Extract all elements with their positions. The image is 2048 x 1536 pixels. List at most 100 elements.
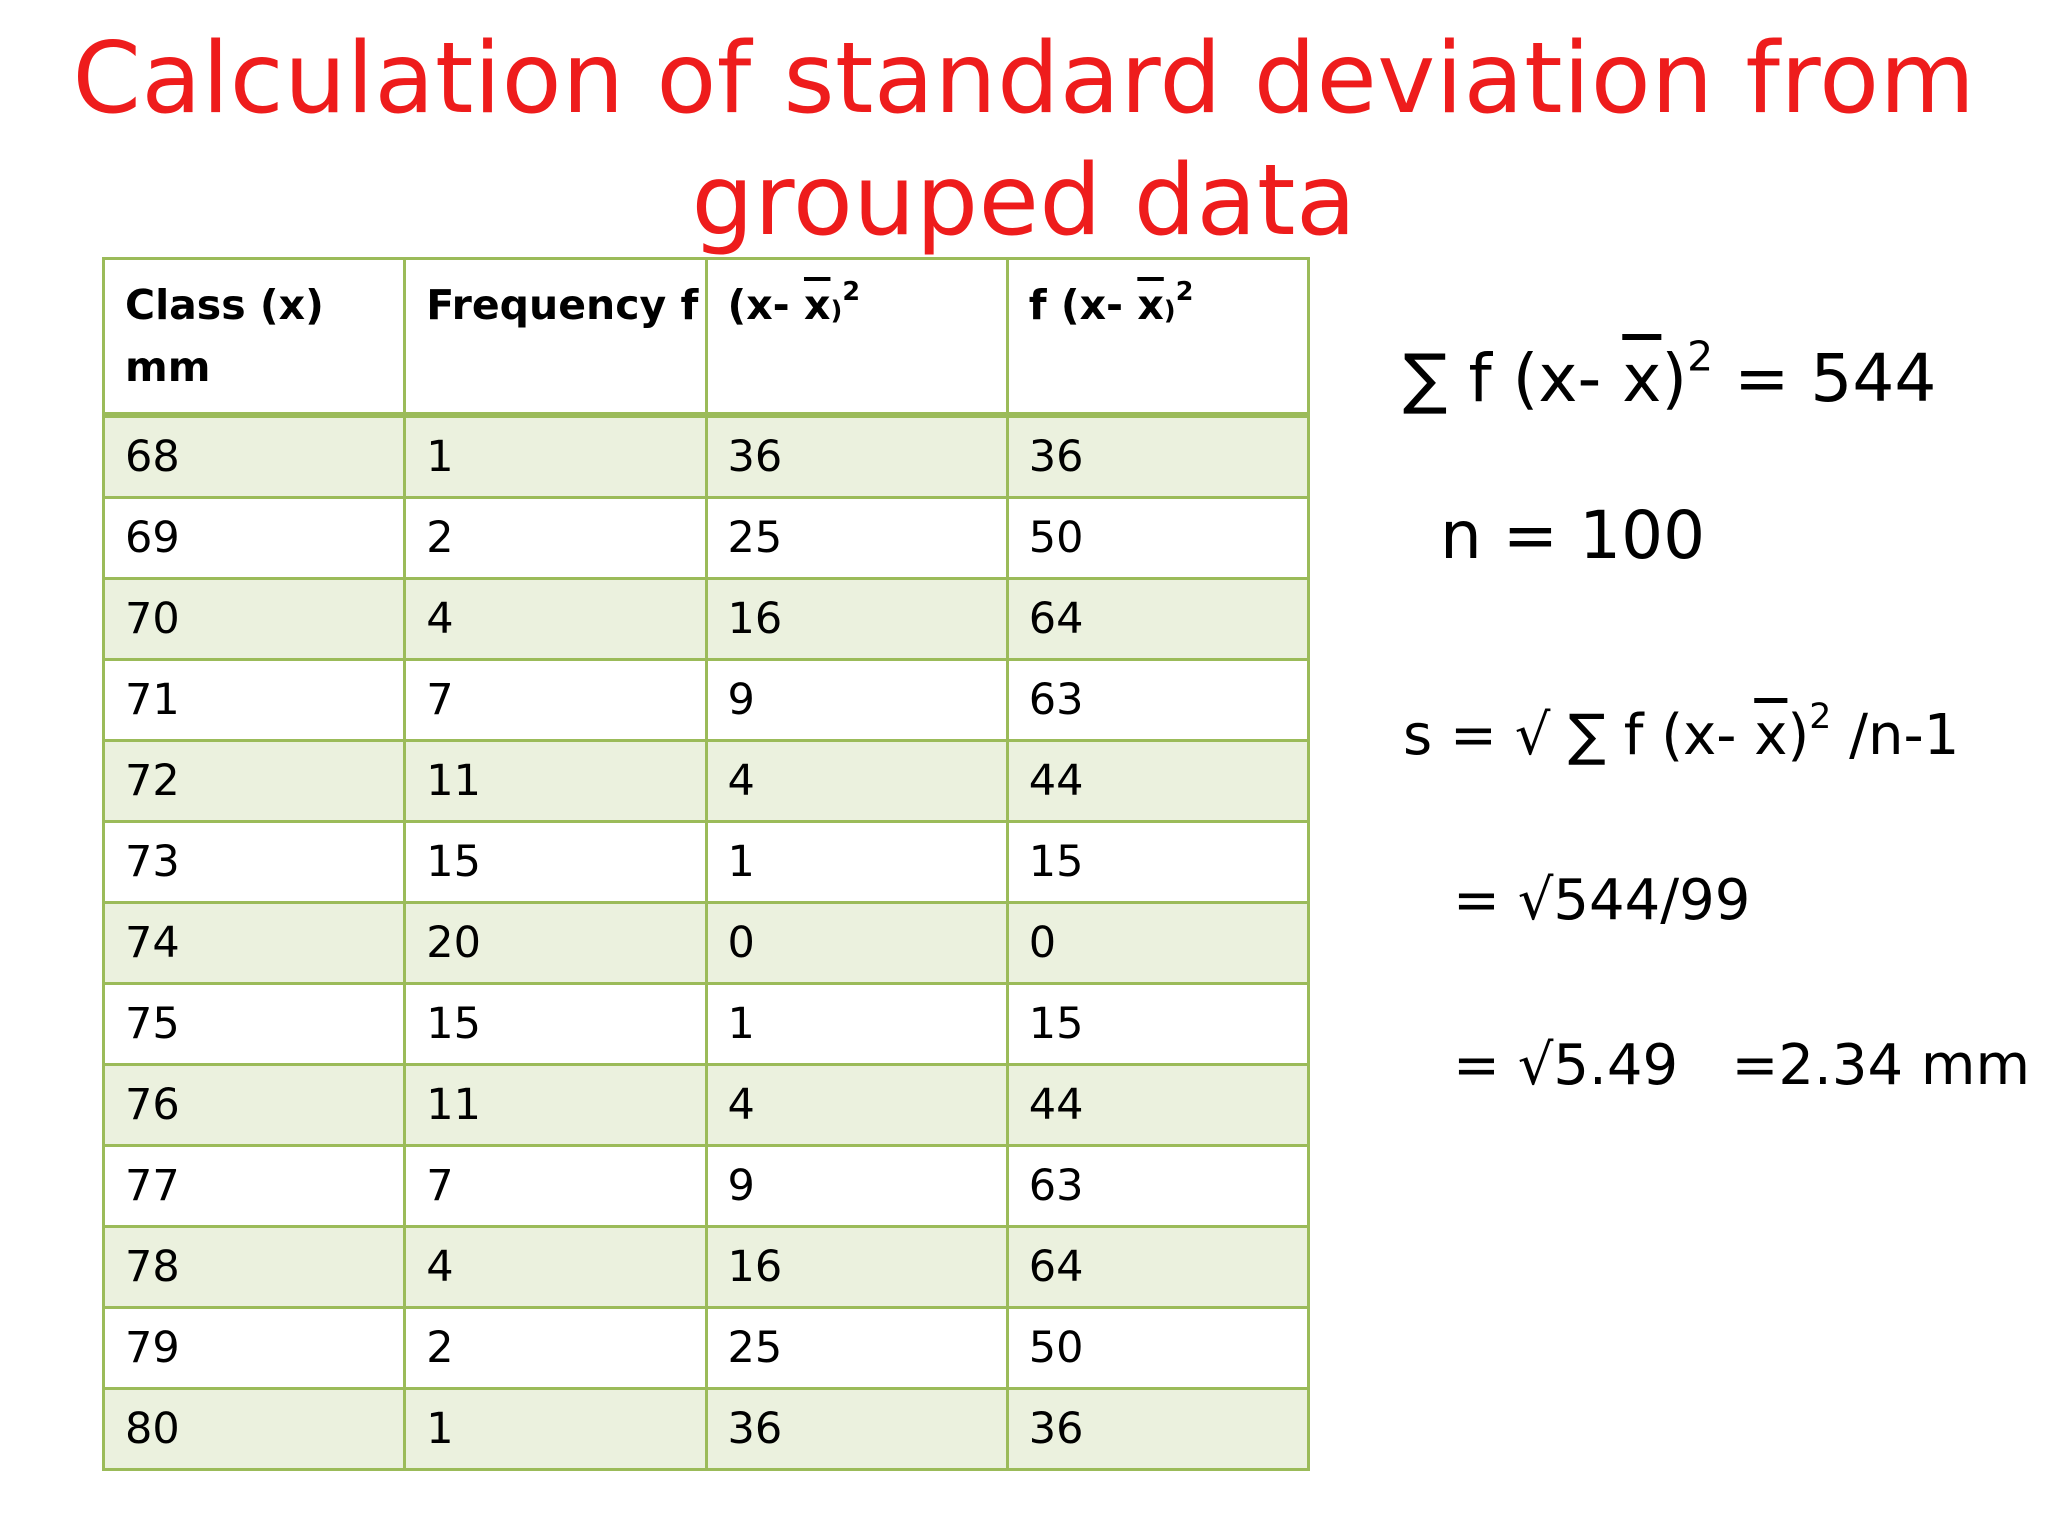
table-row: 78 4 16 64 bbox=[101, 1225, 1311, 1309]
sum-prefix: ∑ f (x- bbox=[1403, 340, 1623, 417]
table-row: 75 15 1 15 bbox=[101, 982, 1311, 1066]
f-deviation-squared-cell: 44 bbox=[1005, 1063, 1311, 1147]
deviation-squared-cell: 9 bbox=[704, 1144, 1009, 1228]
f-deviation-squared-cell: 63 bbox=[1005, 1144, 1311, 1228]
sum-suffix: = 544 bbox=[1713, 340, 1937, 417]
frequency-cell: 20 bbox=[403, 901, 708, 985]
header-class-line1: Class (x) bbox=[125, 281, 324, 329]
deviation-squared-cell: 36 bbox=[704, 413, 1009, 499]
table-row: 77 7 9 63 bbox=[101, 1144, 1311, 1228]
sum-xbar: x bbox=[1622, 340, 1662, 417]
class-cell: 80 bbox=[101, 1387, 407, 1471]
deviation-squared-cell: 36 bbox=[704, 1387, 1009, 1471]
sd-step1: = √544/99 bbox=[1453, 868, 1751, 933]
deviation-squared-cell: 1 bbox=[704, 820, 1009, 904]
table-row: 69 2 25 50 bbox=[101, 496, 1311, 580]
table-row: 76 11 4 44 bbox=[101, 1063, 1311, 1147]
header-dev-sup: 2 bbox=[842, 275, 861, 306]
header-deviation-squared: (x- x)2 bbox=[704, 257, 1009, 418]
frequency-cell: 11 bbox=[403, 1063, 708, 1147]
sd-prefix: s = √ ∑ f (x- bbox=[1403, 703, 1755, 768]
table-row: 72 11 4 44 bbox=[101, 739, 1311, 823]
class-cell: 77 bbox=[101, 1144, 407, 1228]
header-class: Class (x) mm bbox=[101, 257, 407, 418]
deviation-squared-cell: 4 bbox=[704, 739, 1009, 823]
table-body: 68 1 36 36 69 2 25 50 70 4 16 64 71 7 9 63 72 11 4 44 73 15 1 1… bbox=[101, 413, 1311, 1471]
sd-step2: = √5.49 =2.34 mm bbox=[1453, 1033, 2031, 1098]
table-row: 74 20 0 0 bbox=[101, 901, 1311, 985]
frequency-cell: 4 bbox=[403, 1225, 708, 1309]
grouped-data-table: Class (x) mm Frequency f (x- x)2 f (x- x… bbox=[101, 257, 1311, 1471]
f-deviation-squared-cell: 64 bbox=[1005, 1225, 1311, 1309]
deviation-squared-cell: 0 bbox=[704, 901, 1009, 985]
sum-sup: 2 bbox=[1687, 332, 1714, 381]
frequency-cell: 15 bbox=[403, 982, 708, 1066]
deviation-squared-cell: 4 bbox=[704, 1063, 1009, 1147]
class-cell: 74 bbox=[101, 901, 407, 985]
class-cell: 68 bbox=[101, 413, 407, 499]
f-deviation-squared-cell: 15 bbox=[1005, 820, 1311, 904]
slide-title-line2: grouped data bbox=[691, 144, 1357, 258]
deviation-squared-cell: 1 bbox=[704, 982, 1009, 1066]
class-cell: 71 bbox=[101, 658, 407, 742]
table-row: 71 7 9 63 bbox=[101, 658, 1311, 742]
deviation-squared-cell: 25 bbox=[704, 496, 1009, 580]
class-cell: 69 bbox=[101, 496, 407, 580]
class-cell: 73 bbox=[101, 820, 407, 904]
table-row: 73 15 1 15 bbox=[101, 820, 1311, 904]
frequency-cell: 1 bbox=[403, 413, 708, 499]
slide-title: Calculation of standard deviation from g… bbox=[0, 18, 2048, 262]
frequency-cell: 2 bbox=[403, 1306, 708, 1390]
sd-suffix: /n-1 bbox=[1831, 703, 1960, 768]
sd-close: ) bbox=[1787, 703, 1810, 768]
frequency-cell: 2 bbox=[403, 496, 708, 580]
f-deviation-squared-cell: 64 bbox=[1005, 577, 1311, 661]
class-cell: 75 bbox=[101, 982, 407, 1066]
table-row: 68 1 36 36 bbox=[101, 413, 1311, 499]
frequency-cell: 4 bbox=[403, 577, 708, 661]
header-fdev-xbar: x bbox=[1137, 281, 1164, 329]
header-f-deviation-squared: f (x- x)2 bbox=[1005, 257, 1311, 418]
frequency-cell: 1 bbox=[403, 1387, 708, 1471]
n-formula: n = 100 bbox=[1440, 497, 1706, 574]
class-cell: 72 bbox=[101, 739, 407, 823]
f-deviation-squared-cell: 36 bbox=[1005, 1387, 1311, 1471]
header-dev-xbar: x bbox=[803, 281, 831, 329]
deviation-squared-cell: 9 bbox=[704, 658, 1009, 742]
f-deviation-squared-cell: 15 bbox=[1005, 982, 1311, 1066]
header-fdev-paren: ) bbox=[1163, 296, 1176, 326]
class-cell: 79 bbox=[101, 1306, 407, 1390]
deviation-squared-cell: 16 bbox=[704, 577, 1009, 661]
frequency-cell: 7 bbox=[403, 1144, 708, 1228]
f-deviation-squared-cell: 50 bbox=[1005, 496, 1311, 580]
header-class-line2: mm bbox=[125, 343, 211, 391]
f-deviation-squared-cell: 36 bbox=[1005, 413, 1311, 499]
f-deviation-squared-cell: 63 bbox=[1005, 658, 1311, 742]
f-deviation-squared-cell: 44 bbox=[1005, 739, 1311, 823]
frequency-cell: 7 bbox=[403, 658, 708, 742]
table-row: 80 1 36 36 bbox=[101, 1387, 1311, 1471]
table-header-row: Class (x) mm Frequency f (x- x)2 f (x- x… bbox=[101, 257, 1311, 418]
header-frequency-label: Frequency f bbox=[426, 281, 699, 329]
slide-title-line1: Calculation of standard deviation from bbox=[72, 22, 1976, 136]
header-fdev-prefix: f (x- bbox=[1028, 281, 1138, 329]
sd-xbar: x bbox=[1754, 703, 1788, 768]
f-deviation-squared-cell: 50 bbox=[1005, 1306, 1311, 1390]
deviation-squared-cell: 16 bbox=[704, 1225, 1009, 1309]
class-cell: 70 bbox=[101, 577, 407, 661]
header-frequency: Frequency f bbox=[403, 257, 708, 418]
table-row: 79 2 25 50 bbox=[101, 1306, 1311, 1390]
table-row: 70 4 16 64 bbox=[101, 577, 1311, 661]
header-dev-paren: ) bbox=[830, 296, 843, 326]
frequency-cell: 11 bbox=[403, 739, 708, 823]
class-cell: 76 bbox=[101, 1063, 407, 1147]
sd-formula: s = √ ∑ f (x- x)2 /n-1 bbox=[1403, 700, 1960, 768]
header-dev-prefix: (x- bbox=[727, 281, 804, 329]
f-deviation-squared-cell: 0 bbox=[1005, 901, 1311, 985]
frequency-cell: 15 bbox=[403, 820, 708, 904]
header-fdev-sup: 2 bbox=[1175, 275, 1194, 306]
class-cell: 78 bbox=[101, 1225, 407, 1309]
sum-formula: ∑ f (x- x)2 = 544 bbox=[1403, 336, 1937, 417]
sum-close: ) bbox=[1661, 340, 1688, 417]
deviation-squared-cell: 25 bbox=[704, 1306, 1009, 1390]
